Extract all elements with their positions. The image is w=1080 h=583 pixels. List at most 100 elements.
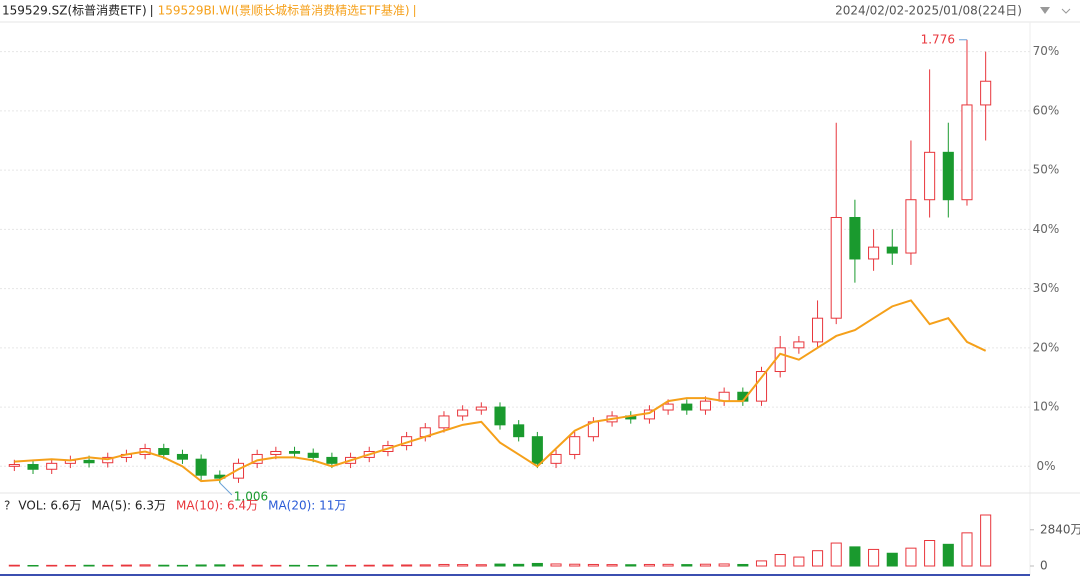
- y-tick-label: 10%: [1033, 400, 1060, 414]
- volume-bar: [513, 563, 525, 567]
- volume-bar: [232, 564, 245, 567]
- candle-body: [699, 400, 712, 411]
- volume-bar: [419, 564, 431, 567]
- candle-body: [755, 371, 768, 402]
- candle-body: [176, 453, 188, 460]
- volume-bar: [812, 550, 824, 567]
- candle-body: [662, 403, 674, 411]
- candle-body: [812, 317, 824, 343]
- y-tick-label: 0: [1040, 559, 1048, 573]
- volume-bar: [569, 563, 581, 567]
- volume-bar: [475, 564, 487, 567]
- volume-bar: [83, 564, 95, 567]
- series-name[interactable]: 159529.SZ(标普消费ETF): [2, 4, 147, 18]
- candle-body: [905, 199, 917, 254]
- candle-body: [8, 464, 20, 467]
- collapse-icon[interactable]: [1061, 8, 1071, 14]
- volume-bar: [270, 564, 282, 567]
- volume-bar: [251, 564, 263, 567]
- volume-bar: [550, 563, 562, 567]
- y-tick-label: 20%: [1033, 340, 1060, 354]
- candle-body: [830, 216, 842, 319]
- volume-bar: [382, 564, 394, 567]
- volume-legend: MA(20): 11万: [268, 499, 346, 513]
- volume-bar: [718, 563, 730, 567]
- volume-bar: [326, 564, 338, 567]
- volume-bar: [886, 552, 898, 567]
- y-tick-label: 30%: [1033, 281, 1060, 295]
- volume-bar: [158, 564, 170, 567]
- volume-bar: [363, 564, 375, 567]
- y-tick-label: 50%: [1033, 163, 1060, 177]
- series-name[interactable]: 159529BI.WI(景顺长城标普消费精选ETF基准): [158, 4, 410, 18]
- candle-body: [475, 406, 487, 411]
- min-pointer: [219, 482, 233, 496]
- volume-legend: VOL: 6.6万: [18, 499, 81, 513]
- candle-body: [531, 436, 543, 464]
- volume-bar: [102, 564, 114, 567]
- dropdown-arrow[interactable]: [1040, 7, 1050, 14]
- volume-bar: [288, 564, 301, 567]
- volume-bar: [905, 547, 917, 567]
- candle-body: [681, 403, 693, 411]
- y-tick-label: 0%: [1036, 459, 1055, 473]
- volume-bar: [774, 554, 786, 567]
- max-label: 1.776: [921, 32, 955, 46]
- volume-legend[interactable]: ?: [4, 499, 10, 513]
- date-range[interactable]: 2024/02/02-2025/01/08(224日): [835, 4, 1022, 18]
- candle-body: [326, 456, 338, 464]
- candle-body: [886, 246, 898, 254]
- volume-bar: [662, 563, 674, 567]
- candle-body: [46, 462, 58, 470]
- volume-bar: [27, 564, 39, 567]
- volume-bar: [755, 560, 768, 567]
- candle-body: [27, 464, 39, 470]
- candle-body: [513, 424, 525, 438]
- volume-bar: [849, 546, 861, 567]
- candle-body: [793, 341, 805, 349]
- candle-body: [569, 436, 581, 455]
- y-tick-label: 60%: [1033, 103, 1060, 117]
- candle-body: [232, 462, 245, 479]
- volume-bar: [793, 556, 805, 567]
- volume-bar: [625, 564, 637, 567]
- candle-body: [961, 104, 973, 201]
- volume-bar: [120, 564, 132, 567]
- volume-bar: [214, 564, 226, 567]
- volume-bar: [980, 514, 992, 567]
- volume-bar: [587, 563, 599, 567]
- volume-bar: [176, 564, 188, 567]
- candle-body: [942, 151, 954, 201]
- volume-bar: [961, 532, 973, 567]
- volume-bar: [643, 563, 655, 567]
- y-tick-label: 70%: [1033, 44, 1060, 58]
- volume-bar: [8, 564, 20, 567]
- candle-body: [457, 409, 469, 417]
- volume-bar: [195, 564, 207, 567]
- volume-bar: [307, 564, 319, 567]
- volume-bar: [606, 564, 618, 567]
- y-tick-label: 40%: [1033, 222, 1060, 236]
- candle-body: [868, 246, 880, 260]
- candle-body: [158, 448, 170, 455]
- candle-body: [494, 406, 506, 426]
- volume-bar: [64, 564, 76, 567]
- candle-body: [307, 452, 319, 458]
- candle-body: [83, 459, 95, 464]
- volume-bar: [699, 563, 712, 567]
- benchmark-line: [14, 299, 987, 483]
- candle-body: [438, 415, 450, 429]
- volume-bar: [438, 563, 450, 567]
- volume-bar: [868, 548, 880, 567]
- y-tick-label: 2840万: [1040, 522, 1080, 536]
- volume-legend: MA(5): 6.3万: [91, 499, 166, 513]
- volume-bar: [531, 562, 543, 567]
- volume-bar: [345, 564, 357, 567]
- volume-bar: [401, 564, 413, 567]
- candle-body: [980, 80, 992, 106]
- candle-body: [195, 458, 207, 476]
- volume-bar: [942, 543, 954, 567]
- volume-bar: [139, 564, 151, 567]
- volume-bar: [924, 540, 936, 567]
